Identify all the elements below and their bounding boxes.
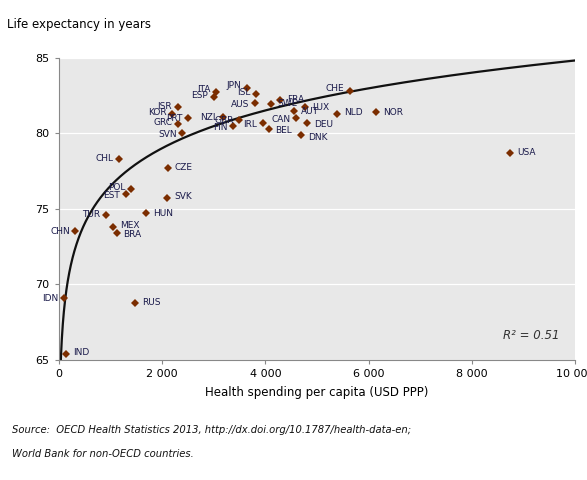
Text: CHN: CHN <box>50 227 70 236</box>
Text: CZE: CZE <box>175 164 193 172</box>
Text: HUN: HUN <box>153 209 173 218</box>
Text: World Bank for non-OECD countries.: World Bank for non-OECD countries. <box>12 449 194 459</box>
Text: JPN: JPN <box>227 81 242 90</box>
X-axis label: Health spending per capita (USD PPP): Health spending per capita (USD PPP) <box>205 386 429 399</box>
Text: RUS: RUS <box>142 298 160 307</box>
Text: FRA: FRA <box>287 96 304 105</box>
Text: NLD: NLD <box>344 108 362 117</box>
Text: IDN: IDN <box>42 293 59 302</box>
Text: KOR: KOR <box>148 108 167 117</box>
Text: SVK: SVK <box>174 192 192 201</box>
Text: R² = 0.51: R² = 0.51 <box>503 329 560 342</box>
Text: SWE: SWE <box>278 98 298 108</box>
Text: GRC: GRC <box>154 118 173 127</box>
Text: DNK: DNK <box>308 133 328 142</box>
Text: ESP: ESP <box>191 91 208 100</box>
Text: CHE: CHE <box>326 84 344 93</box>
Text: NOR: NOR <box>383 108 403 117</box>
Text: ISL: ISL <box>237 88 251 97</box>
Text: SVN: SVN <box>158 130 177 139</box>
Text: CHL: CHL <box>96 155 114 163</box>
Text: MEX: MEX <box>120 221 140 230</box>
Text: IRL: IRL <box>243 120 257 129</box>
Text: CAN: CAN <box>272 115 291 124</box>
Text: GBR: GBR <box>214 117 234 125</box>
Text: IND: IND <box>73 348 89 357</box>
Text: EST: EST <box>103 191 120 200</box>
Text: BRA: BRA <box>123 230 141 239</box>
Text: USA: USA <box>517 148 536 157</box>
Text: BEL: BEL <box>275 126 292 134</box>
Text: NZL: NZL <box>200 113 218 122</box>
Text: Life expectancy in years: Life expectancy in years <box>7 18 151 31</box>
Text: POL: POL <box>108 183 125 192</box>
Text: AUS: AUS <box>231 100 249 109</box>
Text: DEU: DEU <box>314 120 333 129</box>
Text: TUR: TUR <box>82 210 100 219</box>
Text: AUT: AUT <box>301 108 319 117</box>
Text: ITA: ITA <box>197 85 210 94</box>
Text: ISR: ISR <box>157 102 172 110</box>
Text: Source:  OECD Health Statistics 2013, http://dx.doi.org/10.1787/health-data-en;: Source: OECD Health Statistics 2013, htt… <box>12 425 411 435</box>
Text: PRT: PRT <box>166 114 183 122</box>
Text: FIN: FIN <box>213 122 227 132</box>
Text: LUX: LUX <box>312 103 329 112</box>
